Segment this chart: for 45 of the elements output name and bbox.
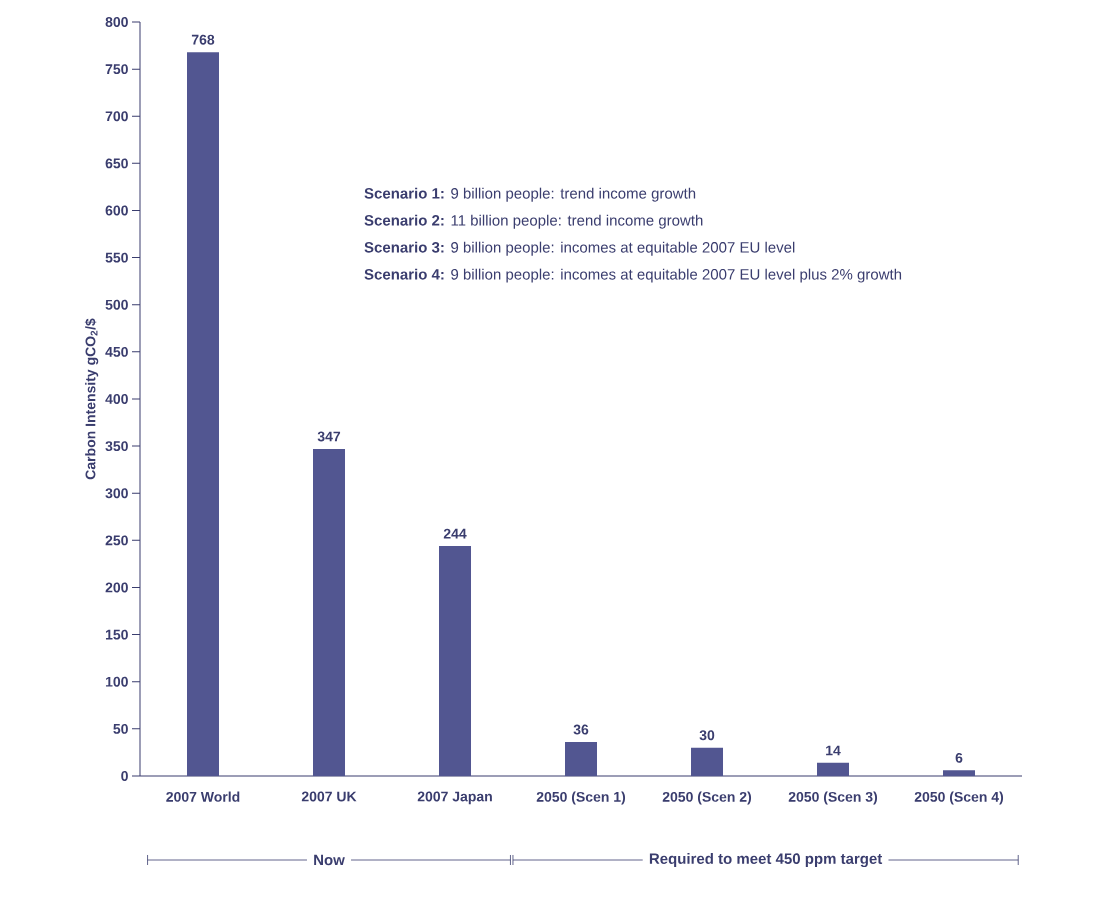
y-tick-label: 150 <box>105 629 128 640</box>
data-label: 14 <box>826 745 841 756</box>
x-tick-label: 2050 (Scen 2) <box>662 791 752 805</box>
y-tick-label: 0 <box>121 771 128 781</box>
y-tick-label: 700 <box>105 111 128 122</box>
y-tick-label: 250 <box>105 535 128 546</box>
bar <box>691 747 724 776</box>
x-tick-label: 2050 (Scen 3) <box>788 791 878 805</box>
annotation: Scenario 4: 9 billion people: incomes at equitable 2007 EU level plus 2% growth <box>364 268 902 283</box>
x-tick-label: 2050 (Scen 4) <box>914 791 1004 805</box>
y-tick-label: 800 <box>105 17 128 27</box>
data-label: 347 <box>317 431 341 442</box>
data-label: 30 <box>699 730 715 741</box>
x-tick-label: 2007 Japan <box>417 791 492 805</box>
text: Now <box>314 854 345 866</box>
y-tick-label: 550 <box>105 252 128 263</box>
annotation: Scenario 1: 9 billion people: trend income growth <box>364 187 696 202</box>
bar <box>817 762 850 776</box>
text: Required to meet 450 ppm target <box>649 852 883 868</box>
y-tick-label: 50 <box>113 723 128 734</box>
x-tick-label: 2050 (Scen 1) <box>536 791 626 805</box>
data-label: 36 <box>573 724 589 735</box>
annotation: Scenario 3: 9 billion people: incomes at equitable 2007 EU level <box>364 241 795 256</box>
y-tick-label: 450 <box>105 346 128 357</box>
y-tick-label: 500 <box>105 299 128 310</box>
bar <box>313 448 346 776</box>
annotation: Scenario 2: 11 billion people: trend income growth <box>364 214 703 229</box>
y-tick-label: 200 <box>105 582 128 593</box>
bar <box>565 742 598 776</box>
bar <box>439 546 472 776</box>
x-tick-label: 2007 UK <box>301 791 357 802</box>
y-tick-label: 600 <box>105 205 128 216</box>
y-axis-title: Carbon Intensity gCO$_{2}$/$ <box>84 318 99 480</box>
y-tick-label: 350 <box>105 441 128 452</box>
data-label: 6 <box>955 752 963 763</box>
y-tick-label: 650 <box>105 158 128 169</box>
bar <box>943 770 976 776</box>
y-tick-label: 400 <box>105 394 128 404</box>
y-tick-label: 750 <box>105 64 128 75</box>
x-tick-label: 2007 World <box>166 791 240 802</box>
data-label: 768 <box>191 34 215 45</box>
data-label: 244 <box>443 528 467 539</box>
y-tick-label: 300 <box>105 488 128 499</box>
bar <box>187 52 219 776</box>
y-tick-label: 100 <box>105 676 128 687</box>
